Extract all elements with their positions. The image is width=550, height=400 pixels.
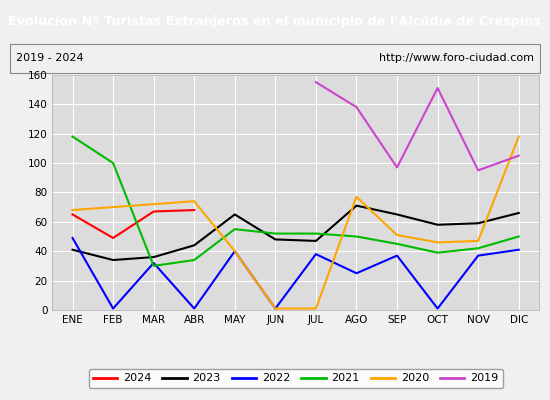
Text: Evolucion Nº Turistas Extranjeros en el municipio de l'Alcúdia de Crespins: Evolucion Nº Turistas Extranjeros en el … — [8, 14, 542, 28]
Legend: 2024, 2023, 2022, 2021, 2020, 2019: 2024, 2023, 2022, 2021, 2020, 2019 — [89, 369, 503, 388]
Text: 2019 - 2024: 2019 - 2024 — [16, 54, 84, 64]
Text: http://www.foro-ciudad.com: http://www.foro-ciudad.com — [379, 54, 534, 64]
